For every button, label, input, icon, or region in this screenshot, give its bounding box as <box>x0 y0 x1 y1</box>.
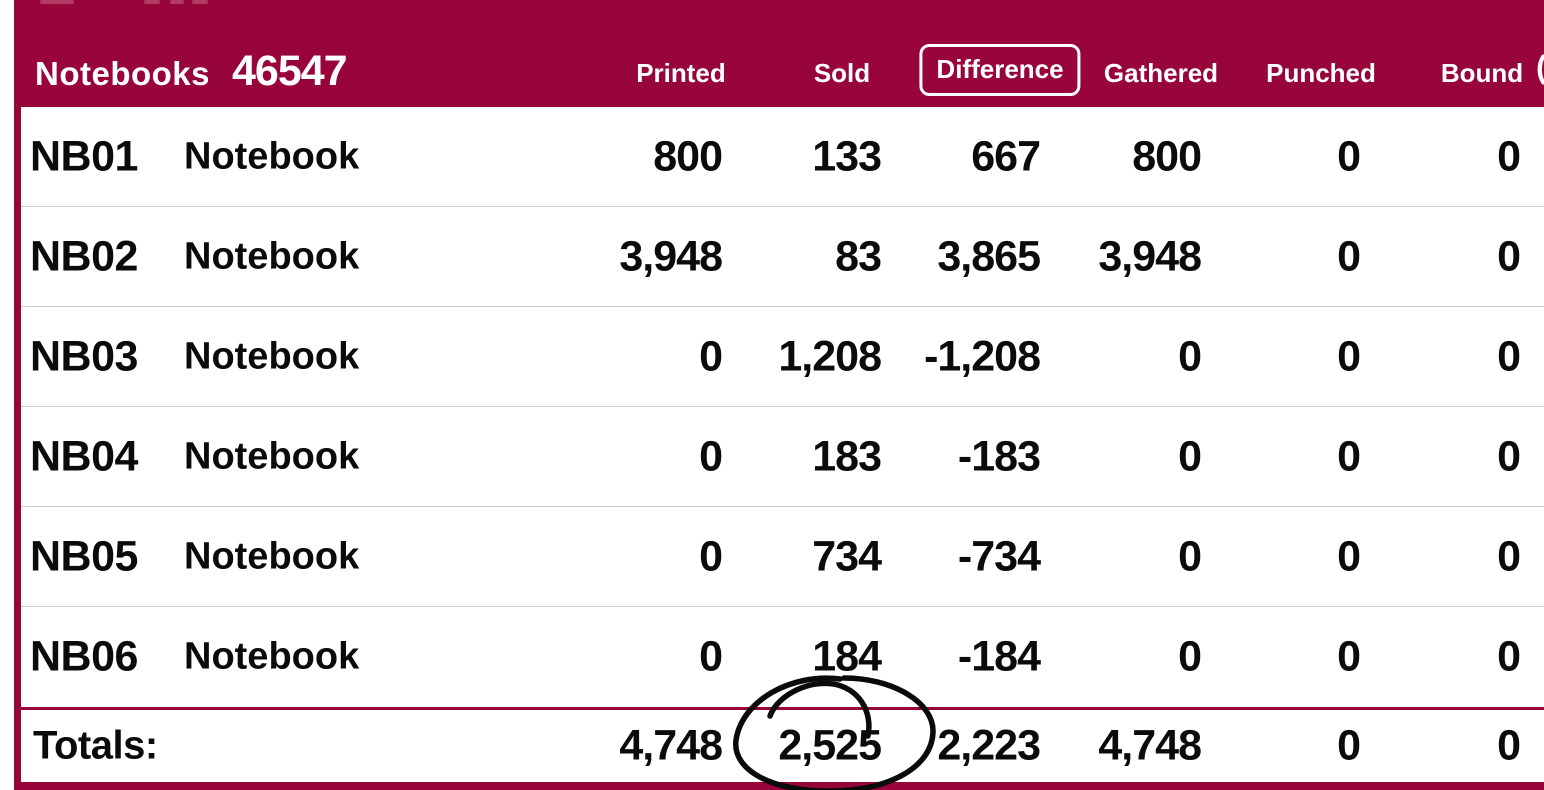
item-name: Notebook <box>184 235 360 277</box>
item-name: Notebook <box>184 535 360 577</box>
clipped-text-remnant <box>192 0 208 4</box>
punched-value: 0 <box>1337 132 1361 180</box>
column-header-gathered[interactable]: Gathered <box>1103 58 1219 88</box>
totals-bound-value: 0 <box>1497 721 1521 770</box>
totals-row: Totals: 4,748 2,525 2,223 4,748 0 0 <box>21 710 1544 782</box>
table-body: NB01 Notebook 800 133 667 800 0 0 NB02 N… <box>21 107 1544 707</box>
sold-value: 734 <box>812 532 882 580</box>
difference-value: -184 <box>957 632 1041 681</box>
printed-value: 800 <box>653 132 723 180</box>
table-row[interactable]: NB03 Notebook 0 1,208 -1,208 0 0 0 <box>21 307 1544 407</box>
totals-printed-value: 4,748 <box>619 721 723 770</box>
totals-punched-value: 0 <box>1337 721 1361 770</box>
table-row[interactable]: NB01 Notebook 800 133 667 800 0 0 <box>21 107 1544 207</box>
gathered-value: 0 <box>1178 332 1202 380</box>
difference-value: -734 <box>957 532 1041 580</box>
item-name: Notebook <box>184 135 360 177</box>
item-code: NB03 <box>30 332 138 380</box>
clipped-text-remnant <box>170 0 184 4</box>
item-name: Notebook <box>184 435 360 477</box>
sold-value: 183 <box>812 432 882 480</box>
column-header-printed[interactable]: Printed <box>636 58 726 88</box>
item-code: NB05 <box>30 532 138 580</box>
bound-value: 0 <box>1497 132 1521 180</box>
bound-value: 0 <box>1497 632 1521 681</box>
column-header-punched[interactable]: Punched <box>1266 58 1376 88</box>
gathered-value: 3,948 <box>1098 232 1202 280</box>
printed-value: 0 <box>699 632 723 681</box>
sold-value: 1,208 <box>778 332 882 380</box>
bottom-accent-bar <box>14 782 1544 790</box>
totals-gathered-value: 4,748 <box>1098 721 1202 770</box>
printed-value: 0 <box>699 332 723 380</box>
totals-sold-value: 2,525 <box>778 721 882 770</box>
clipped-text-remnant <box>40 0 74 4</box>
table-row[interactable]: NB05 Notebook 0 734 -734 0 0 0 <box>21 507 1544 607</box>
clipped-text-remnant <box>144 0 160 4</box>
item-code: NB01 <box>30 132 138 180</box>
column-header-clipped-next: ( <box>1536 51 1544 83</box>
column-header-bound[interactable]: Bound <box>1440 58 1524 88</box>
difference-value: 667 <box>971 132 1041 180</box>
gathered-value: 0 <box>1178 532 1202 580</box>
difference-value: -1,208 <box>924 332 1041 380</box>
difference-value: -183 <box>957 432 1041 480</box>
punched-value: 0 <box>1337 332 1361 380</box>
gathered-value: 0 <box>1178 632 1202 681</box>
gathered-value: 0 <box>1178 432 1202 480</box>
printed-value: 0 <box>699 532 723 580</box>
page-title: Notebooks 46547 <box>35 47 348 96</box>
item-code: NB02 <box>30 232 138 280</box>
sold-value: 184 <box>812 632 882 681</box>
column-header-difference-selected[interactable]: Difference <box>919 44 1081 96</box>
punched-value: 0 <box>1337 632 1361 681</box>
page-title-name: Notebooks <box>35 55 211 92</box>
sold-value: 133 <box>812 132 882 180</box>
item-name: Notebook <box>184 635 360 678</box>
item-code: NB06 <box>30 632 138 681</box>
item-code: NB04 <box>30 432 138 480</box>
column-header-sold[interactable]: Sold <box>813 58 871 88</box>
bound-value: 0 <box>1497 332 1521 380</box>
printed-value: 3,948 <box>619 232 723 280</box>
left-accent-bar <box>14 107 21 790</box>
bound-value: 0 <box>1497 432 1521 480</box>
table-row[interactable]: NB02 Notebook 3,948 83 3,865 3,948 0 0 <box>21 207 1544 307</box>
gathered-value: 800 <box>1132 132 1202 180</box>
table-header: Notebooks 46547 Printed Sold Difference G… <box>14 0 1544 107</box>
sold-value: 83 <box>835 232 882 280</box>
printed-value: 0 <box>699 432 723 480</box>
page-title-number: 46547 <box>232 47 348 95</box>
difference-value: 3,865 <box>937 232 1041 280</box>
table-row[interactable]: NB06 Notebook 0 184 -184 0 0 0 <box>21 607 1544 707</box>
totals-difference-value: 2,223 <box>937 721 1041 770</box>
bound-value: 0 <box>1497 532 1521 580</box>
totals-label: Totals: <box>33 723 158 768</box>
punched-value: 0 <box>1337 232 1361 280</box>
table-row[interactable]: NB04 Notebook 0 183 -183 0 0 0 <box>21 407 1544 507</box>
punched-value: 0 <box>1337 432 1361 480</box>
punched-value: 0 <box>1337 532 1361 580</box>
item-name: Notebook <box>184 335 360 377</box>
bound-value: 0 <box>1497 232 1521 280</box>
